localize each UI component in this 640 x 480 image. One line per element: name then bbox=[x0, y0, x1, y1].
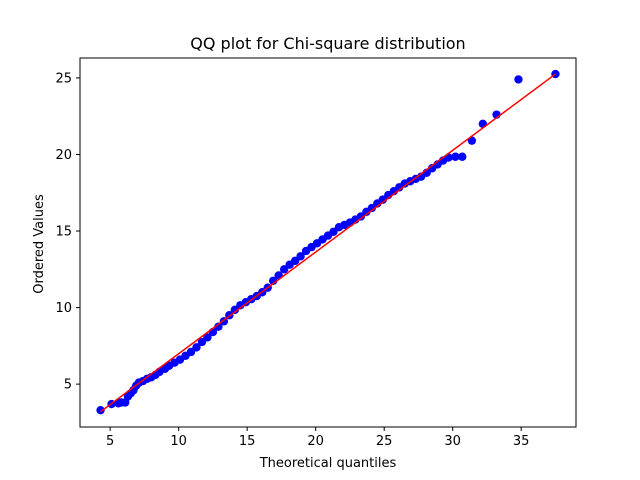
data-point bbox=[203, 333, 212, 342]
data-point bbox=[186, 347, 196, 357]
x-tick-label: 20 bbox=[307, 434, 324, 449]
data-point bbox=[230, 305, 240, 315]
data-point bbox=[214, 322, 223, 331]
y-axis-title: Ordered Values bbox=[32, 194, 47, 294]
y-tick-label: 25 bbox=[55, 71, 72, 86]
data-point bbox=[96, 405, 105, 415]
x-tick-label: 30 bbox=[444, 434, 461, 449]
data-point bbox=[458, 152, 467, 161]
data-point bbox=[367, 203, 377, 213]
plot-area: 5 10 15 20 25 30 35 5 10 15 20 25 bbox=[55, 57, 577, 449]
data-point bbox=[192, 343, 201, 352]
y-tick-label: 5 bbox=[64, 378, 72, 393]
y-tick-label: 10 bbox=[55, 301, 72, 316]
x-tick-label: 5 bbox=[106, 434, 114, 449]
data-point bbox=[279, 265, 289, 274]
y-tick-label: 15 bbox=[55, 225, 72, 240]
data-point bbox=[514, 75, 523, 84]
x-axis-title: Theoretical quantiles bbox=[259, 456, 397, 471]
data-point bbox=[451, 152, 460, 161]
plot-frame bbox=[79, 57, 577, 428]
data-point bbox=[329, 227, 338, 236]
data-point bbox=[478, 119, 488, 129]
x-tick-label: 25 bbox=[376, 434, 393, 449]
chart-title: QQ plot for Chi-square distribution bbox=[190, 34, 465, 53]
x-tick-label: 35 bbox=[513, 434, 530, 449]
data-point bbox=[290, 256, 300, 266]
x-tick-label: 15 bbox=[239, 434, 256, 449]
data-point bbox=[378, 195, 388, 204]
fit-line bbox=[100, 73, 556, 413]
y-tick-label: 20 bbox=[55, 148, 72, 163]
x-tick-label: 10 bbox=[170, 434, 187, 449]
data-point bbox=[296, 252, 305, 261]
data-point bbox=[356, 212, 366, 221]
data-point bbox=[197, 337, 207, 347]
